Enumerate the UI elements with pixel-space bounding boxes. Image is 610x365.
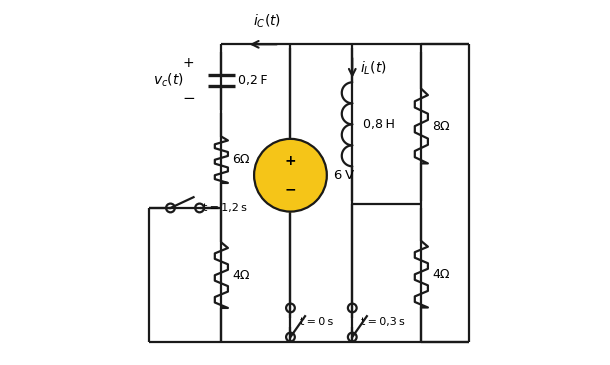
Text: 4Ω: 4Ω bbox=[432, 268, 450, 281]
Text: t = 0 s: t = 0 s bbox=[300, 318, 333, 327]
Text: +: + bbox=[285, 154, 296, 168]
Text: 0,2 F: 0,2 F bbox=[238, 74, 267, 87]
Text: +: + bbox=[183, 55, 195, 69]
Text: 8Ω: 8Ω bbox=[432, 120, 450, 132]
Text: t = 1,2 s: t = 1,2 s bbox=[203, 203, 247, 213]
Text: $i_C(t)$: $i_C(t)$ bbox=[253, 12, 281, 30]
Circle shape bbox=[254, 139, 327, 212]
Text: −: − bbox=[182, 91, 195, 106]
Text: 6 V: 6 V bbox=[334, 169, 354, 182]
Text: $i_L(t)$: $i_L(t)$ bbox=[359, 59, 386, 77]
Text: $v_c(t)$: $v_c(t)$ bbox=[153, 72, 184, 89]
Text: t = 0,3 s: t = 0,3 s bbox=[361, 318, 405, 327]
Text: 4Ω: 4Ω bbox=[232, 269, 249, 282]
Text: 0,8 H: 0,8 H bbox=[363, 118, 395, 131]
Text: −: − bbox=[285, 182, 296, 196]
Text: 6Ω: 6Ω bbox=[232, 153, 249, 166]
